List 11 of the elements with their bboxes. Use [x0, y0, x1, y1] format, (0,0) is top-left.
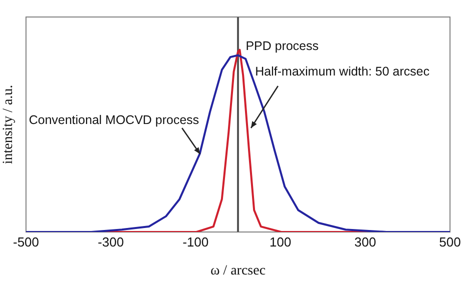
x-tick-label: -100 — [182, 234, 209, 250]
y-axis-title: intensity / a.u. — [1, 84, 16, 164]
annotation: Half-maximum width: 50 arcsec — [255, 64, 430, 79]
x-tick-label: 300 — [354, 234, 376, 250]
annotation: PPD process — [246, 39, 319, 54]
annotation: Conventional MOCVD process — [28, 113, 200, 128]
x-tick-label: -300 — [98, 234, 124, 250]
x-tick-label: -500 — [12, 234, 40, 250]
x-axis-title: ω / arcsec — [210, 263, 266, 278]
x-tick-label: 500 — [439, 234, 461, 250]
x-tick-label: 100 — [270, 234, 292, 250]
